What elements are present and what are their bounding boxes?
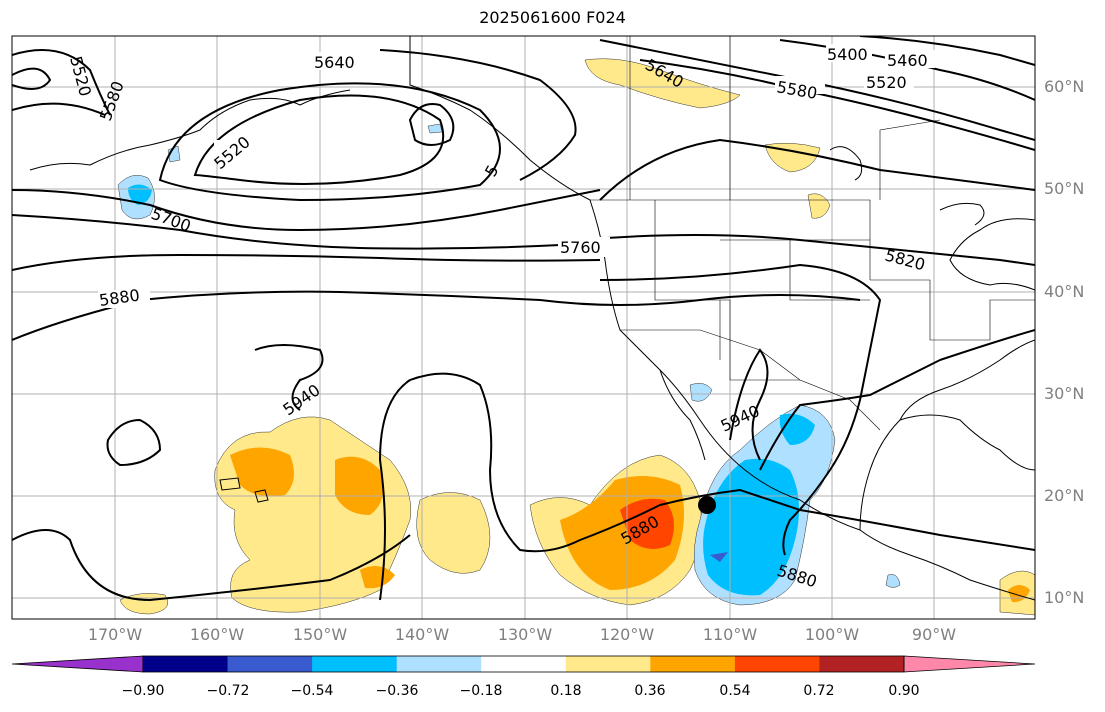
colorbar-cell [650,656,736,672]
svg-text:5640: 5640 [314,53,355,72]
map-title: 2025061600 F024 [479,8,626,27]
colorbar-cell [565,656,651,672]
lon-label-150w: 150°W [292,625,348,644]
colorbar-tick-label: −0.90 [121,683,165,699]
colorbar-tick-label: −0.18 [459,683,503,699]
lat-label-20n: 20°N [1044,486,1085,505]
colorbar-cells [143,656,905,672]
colorbar-cell [143,656,229,672]
colorbar-high-extend [903,655,1036,673]
lon-label-90w: 90°W [911,625,957,644]
colorbar-tick-label: 0.90 [888,683,920,699]
colorbar-cell [396,656,482,672]
contour-label-5400: 5400 [826,44,872,64]
contour-label-5640: 5640 [312,52,364,72]
lon-label-140w: 140°W [394,625,450,644]
colorbar-tick-label: 0.54 [719,683,751,699]
colorbar-tick-label: −0.72 [206,683,250,699]
colorbar-tick-label: 0.18 [550,683,582,699]
colorbar-tick-label: −0.54 [290,683,334,699]
contour-label-5760: 5760 [558,237,610,257]
colorbar-tick-label: −0.36 [375,683,419,699]
political-borders [590,36,1035,431]
position-marker [698,496,716,514]
colorbar-cell [819,656,905,672]
lat-label-10n: 10°N [1044,588,1085,607]
lon-label-110w: 110°W [702,625,758,644]
contour-label-5580: 5580 [775,76,825,103]
contour-label-5460: 5460 [885,50,935,70]
lon-label-170w: 170°W [87,625,143,644]
svg-text:5760: 5760 [560,238,601,257]
colorbar-cell [734,656,820,672]
colorbar-cell [312,656,398,672]
colorbar-cell [481,656,567,672]
map-area: 5400 5460 5520 5520 5520 5580 5580 5640 … [12,36,1035,619]
contour-label-5880: 5880 [98,285,150,310]
lon-label-100w: 100°W [804,625,860,644]
svg-text:5520: 5520 [866,73,907,92]
lat-label-60n: 60°N [1044,77,1085,96]
svg-text:5400: 5400 [827,45,868,64]
colorbar-tick-label: 0.36 [634,683,666,699]
colorbar-low-extend [11,655,144,673]
lat-label-40n: 40°N [1044,282,1085,301]
lon-label-160w: 160°W [189,625,245,644]
colorbar [11,655,1036,673]
lon-label-130w: 130°W [497,625,553,644]
lon-label-120w: 120°W [599,625,655,644]
svg-text:5460: 5460 [887,51,928,70]
colorbar-tick-label: 0.72 [803,683,835,699]
lat-label-50n: 50°N [1044,179,1085,198]
map-frame [11,35,1036,620]
lat-label-30n: 30°N [1044,384,1085,403]
contour-label-5520: 5520 [864,72,914,92]
coastlines [29,36,1035,601]
colorbar-cell [227,656,313,672]
